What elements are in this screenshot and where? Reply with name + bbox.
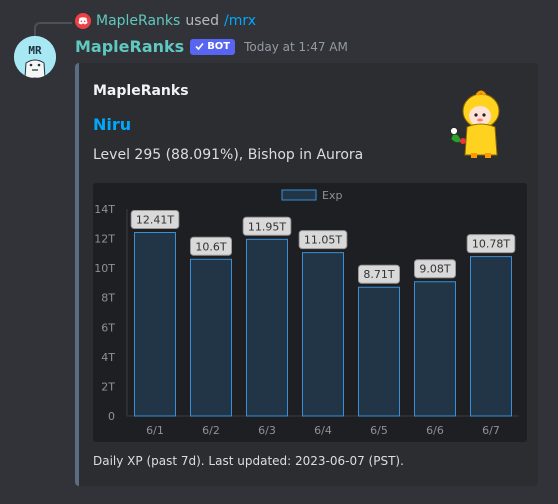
embed-footer: Daily XP (past 7d). Last updated: 2023-0… xyxy=(93,454,404,468)
data-label: 11.05T xyxy=(304,234,342,247)
bar xyxy=(134,232,176,417)
bar xyxy=(302,252,344,417)
reply-command[interactable]: /mrx xyxy=(224,13,257,29)
message-timestamp[interactable]: Today at 1:47 AM xyxy=(244,39,348,54)
bot-badge-label: BOT xyxy=(207,41,231,52)
y-tick-label: 12T xyxy=(94,233,115,246)
x-tick-label: 6/2 xyxy=(202,424,220,437)
exp-bar-chart: 0 2T 4T 6T 8T 10T 12T 14T Exp 12.41T 6/1 10.6T 6/2 11… xyxy=(93,183,527,442)
embed: MapleRanks Niru Level 295 (88.091%), Bis… xyxy=(75,63,538,486)
y-tick-label: 10T xyxy=(94,262,115,275)
data-label-box xyxy=(414,259,456,279)
bar xyxy=(358,286,400,417)
embed-title[interactable]: Niru xyxy=(93,115,132,134)
embed-description: Level 295 (88.091%), Bishop in Aurora xyxy=(93,147,364,163)
data-label-box xyxy=(242,216,292,236)
verified-check-icon xyxy=(195,42,204,51)
data-label: 8.71T xyxy=(363,268,394,281)
data-label-box xyxy=(130,210,180,230)
character-thumbnail[interactable] xyxy=(445,89,505,161)
message-header: MapleRanks BOT Today at 1:47 AM xyxy=(75,37,348,56)
y-tick-label: 2T xyxy=(101,380,115,393)
y-tick-label: 0 xyxy=(108,410,115,423)
reply-connector xyxy=(34,22,72,36)
data-label: 9.08T xyxy=(419,263,450,276)
data-label-box xyxy=(466,234,516,254)
legend-swatch xyxy=(281,189,317,201)
reply-used-text: used xyxy=(185,13,219,29)
bot-badge: BOT xyxy=(190,38,236,55)
embed-author: MapleRanks xyxy=(93,83,189,99)
x-tick-label: 6/1 xyxy=(146,424,164,437)
x-tick-label: 6/3 xyxy=(258,424,276,437)
bar xyxy=(190,258,232,417)
y-tick-label: 4T xyxy=(101,351,115,364)
data-label-box xyxy=(190,236,232,256)
discord-logo-icon xyxy=(75,13,91,29)
x-tick-label: 6/5 xyxy=(370,424,388,437)
data-label: 11.95T xyxy=(248,220,286,233)
chart-svg: 0 2T 4T 6T 8T 10T 12T 14T Exp 12.41T 6/1 10.6T 6/2 11… xyxy=(94,189,519,437)
x-tick-label: 6/6 xyxy=(426,424,444,437)
bar xyxy=(470,256,512,417)
avatar[interactable]: MR xyxy=(14,36,56,78)
y-tick-label: 14T xyxy=(94,203,115,216)
reply-reference[interactable]: MapleRanks used /mrx xyxy=(75,12,256,30)
legend-label: Exp xyxy=(322,189,342,202)
data-label-box xyxy=(358,264,400,284)
username[interactable]: MapleRanks xyxy=(75,37,185,56)
data-label: 10.6T xyxy=(195,240,226,253)
avatar-monogram: MR xyxy=(28,44,42,57)
y-tick-label: 8T xyxy=(101,292,115,305)
x-tick-label: 6/4 xyxy=(314,424,332,437)
data-label-box xyxy=(298,230,348,250)
reply-bot-name[interactable]: MapleRanks xyxy=(96,13,181,29)
data-label: 10.78T xyxy=(472,238,510,251)
bar xyxy=(246,238,288,417)
y-tick-label: 6T xyxy=(101,321,115,334)
x-tick-label: 6/7 xyxy=(482,424,500,437)
bar xyxy=(414,281,456,417)
data-label: 12.41T xyxy=(136,214,174,227)
